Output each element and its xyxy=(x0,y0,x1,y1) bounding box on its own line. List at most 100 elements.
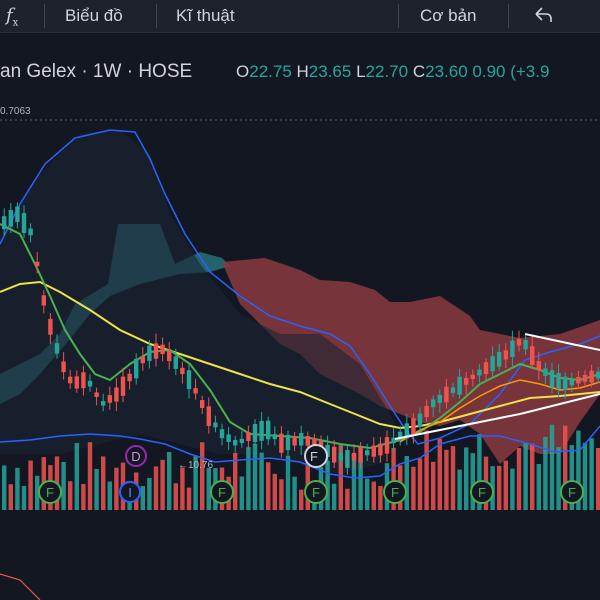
candle-body xyxy=(358,446,363,463)
volume-bar xyxy=(391,447,396,510)
open-value: 22.75 xyxy=(249,62,292,81)
volume-bar xyxy=(15,467,20,510)
marker-f[interactable]: F xyxy=(560,480,584,504)
indicators-button[interactable]: fx xyxy=(6,0,18,32)
volume-bar xyxy=(173,483,178,510)
high-value: 23.65 xyxy=(308,62,352,81)
candle-body xyxy=(516,338,522,346)
marker-d[interactable]: D xyxy=(125,445,147,467)
candle-body xyxy=(213,422,218,428)
marker-f[interactable]: F xyxy=(304,480,328,504)
candle-body xyxy=(134,358,139,379)
marker-f[interactable]: F xyxy=(210,480,234,504)
trendline-lower-ext[interactable] xyxy=(519,393,600,415)
volume-bar xyxy=(186,487,192,510)
volume-bar xyxy=(193,455,198,510)
volume-bar xyxy=(167,452,172,510)
bollinger-upper xyxy=(0,129,600,445)
candle-body xyxy=(582,374,588,382)
symbol-legend[interactable]: an Gelex · 1W · HOSE xyxy=(0,58,192,86)
candle-body xyxy=(233,439,238,446)
candle-body xyxy=(48,318,53,335)
volume-bar xyxy=(279,479,284,510)
undo-icon[interactable] xyxy=(530,0,556,32)
candle-body xyxy=(543,368,548,376)
volume-bar xyxy=(536,463,541,510)
volume-bar xyxy=(61,461,66,510)
chart-tab[interactable]: Biểu đồ xyxy=(65,6,123,25)
volume-bar xyxy=(596,447,600,510)
trendline-lower[interactable] xyxy=(394,413,521,440)
candle-body xyxy=(530,346,535,366)
candle-body xyxy=(246,432,251,441)
low-key: L xyxy=(356,62,366,81)
event-markers: D I F ←10.76 xyxy=(119,444,328,503)
candle-body xyxy=(497,352,502,367)
volume-bar xyxy=(292,476,297,510)
volume-bar xyxy=(21,486,27,510)
candle-body xyxy=(200,400,205,408)
candlesticks xyxy=(2,202,600,475)
volume-bar xyxy=(351,454,357,510)
candle-body xyxy=(384,437,390,454)
volume-bar xyxy=(510,468,515,510)
close-value: 23.60 xyxy=(425,62,468,81)
marker-f-label: F xyxy=(218,485,226,500)
candle-body xyxy=(147,345,152,361)
volume-bar xyxy=(444,449,449,510)
marker-f-label: F xyxy=(478,485,486,500)
marker-f[interactable]: F xyxy=(470,480,494,504)
marker-i[interactable]: I xyxy=(119,481,141,503)
candle-body xyxy=(173,356,178,369)
volume-bar xyxy=(530,443,535,510)
volume-bar xyxy=(378,485,383,510)
candle-body xyxy=(81,372,86,389)
marker-f-star[interactable]: F xyxy=(304,444,328,468)
volume-bar xyxy=(107,481,112,510)
candle-body xyxy=(371,445,376,457)
candle-body xyxy=(167,350,172,362)
ichimoku-cloud-bear xyxy=(222,258,600,464)
candle-body xyxy=(140,356,145,364)
volume-bar xyxy=(180,467,185,510)
candle-body xyxy=(332,446,337,463)
candle-body xyxy=(299,432,304,446)
volume-bar xyxy=(582,442,588,510)
volume-bar xyxy=(549,424,555,510)
trendline-upper[interactable] xyxy=(524,333,600,351)
volume-bar xyxy=(470,453,475,510)
marker-f[interactable]: F xyxy=(383,480,407,504)
volume-bar xyxy=(450,446,456,510)
change-value: 0.90 xyxy=(472,62,506,81)
candle-body xyxy=(74,376,79,389)
marker-f[interactable]: F xyxy=(38,480,62,504)
candle-body xyxy=(114,387,119,402)
technical-tab[interactable]: Kĩ thuật xyxy=(176,6,235,25)
volume-bar xyxy=(2,465,7,510)
volume-bar xyxy=(74,443,79,510)
candle-body xyxy=(219,429,225,439)
volume-bar xyxy=(94,469,99,510)
candle-body xyxy=(180,367,185,375)
volume-bar xyxy=(497,465,502,510)
candle-body xyxy=(549,370,555,388)
marker-f-label: F xyxy=(391,485,399,500)
volume-bar xyxy=(239,476,244,510)
candle-body xyxy=(239,438,244,443)
price-chart[interactable]: D I F ←10.76 F F F F F F xyxy=(0,34,600,600)
volume-bar xyxy=(437,438,442,510)
volume-bar xyxy=(338,445,343,510)
candle-body xyxy=(464,377,469,385)
candle-body xyxy=(490,356,495,372)
fundamental-tab[interactable]: Cơ bản xyxy=(420,6,477,25)
marker-f-label: F xyxy=(568,485,576,500)
volume-bar xyxy=(417,458,423,510)
volume-bar xyxy=(569,445,574,510)
volume-bars xyxy=(2,424,600,510)
divider xyxy=(156,4,157,28)
volume-bar xyxy=(299,489,304,510)
low-value: 22.70 xyxy=(365,62,409,81)
volume-bar xyxy=(563,425,568,510)
volume-bar xyxy=(589,438,594,510)
fx-label: f xyxy=(6,5,13,26)
